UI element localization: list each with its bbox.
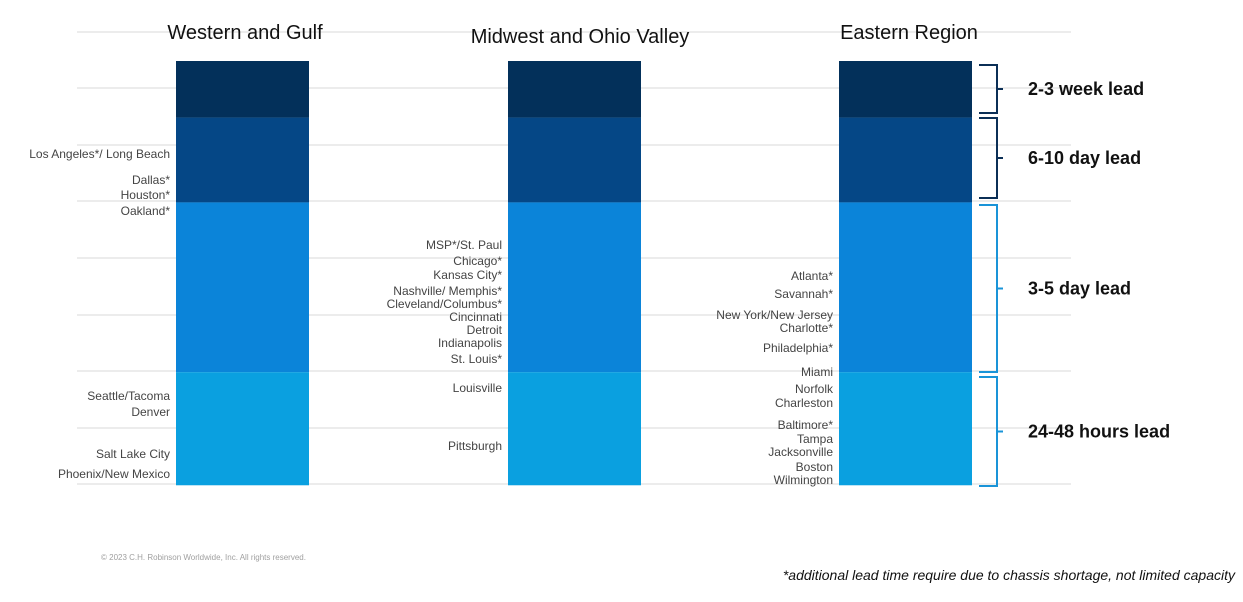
city-label: MSP*/St. Paul: [426, 238, 502, 252]
bar-segment-2-1: [839, 117, 972, 203]
lead-bracket-2: [979, 204, 1003, 373]
lead-label-3: 24-48 hours lead: [1028, 422, 1170, 442]
city-label: Seattle/Tacoma: [87, 389, 170, 403]
bar-segment-2-2: [839, 202, 972, 373]
lead-label-0: 2-3 week lead: [1028, 79, 1144, 99]
city-label: Oakland*: [121, 204, 171, 218]
bar-segment-2-0: [839, 61, 972, 118]
city-label: Denver: [131, 405, 170, 419]
city-label: Charleston: [775, 396, 833, 410]
city-label: Atlanta*: [791, 269, 833, 283]
bar-segment-1-0: [508, 61, 641, 118]
city-label: Houston*: [121, 188, 171, 202]
city-label: Salt Lake City: [96, 447, 170, 461]
city-label: Baltimore*: [778, 418, 834, 432]
bar-segment-0-3: [176, 372, 309, 486]
city-label: Los Angeles*/ Long Beach: [29, 147, 170, 161]
city-label: New York/New Jersey: [716, 308, 833, 322]
lead-label-2: 3-5 day lead: [1028, 279, 1131, 299]
bar-segment-1-3: [508, 372, 641, 486]
city-label: Wilmington: [774, 473, 833, 487]
city-label: Boston: [796, 460, 833, 474]
lead-bracket-3: [979, 376, 1003, 487]
copyright-notice: © 2023 C.H. Robinson Worldwide, Inc. All…: [101, 553, 306, 562]
bar-segment-0-2: [176, 202, 309, 373]
lead-label-1: 6-10 day lead: [1028, 148, 1141, 168]
city-label: Jacksonville: [768, 445, 833, 459]
city-label: Savannah*: [774, 287, 833, 301]
city-label: Miami: [801, 365, 833, 379]
region-title-0: Western and Gulf: [167, 22, 323, 44]
city-label: Louisville: [453, 381, 503, 395]
bar-segment-1-1: [508, 117, 641, 203]
chassis-footnote: *additional lead time require due to cha…: [782, 567, 1235, 583]
city-label: Phoenix/New Mexico: [58, 467, 170, 481]
city-label: Chicago*: [453, 254, 502, 268]
city-label: Detroit: [467, 323, 503, 337]
city-label: Tampa: [797, 432, 833, 446]
city-label: St. Louis*: [451, 352, 503, 366]
city-label: Charlotte*: [780, 321, 834, 335]
city-label: Kansas City*: [433, 268, 502, 282]
city-label: Philadelphia*: [763, 341, 833, 355]
city-label: Pittsburgh: [448, 439, 502, 453]
bar-segment-0-0: [176, 61, 309, 118]
region-title-1: Midwest and Ohio Valley: [471, 26, 690, 48]
city-label: Dallas*: [132, 173, 170, 187]
city-label: Nashville/ Memphis*: [393, 284, 502, 298]
lead-bracket-1: [979, 117, 1003, 199]
bar-segment-0-1: [176, 117, 309, 203]
region-title-2: Eastern Region: [840, 22, 978, 44]
lead-bracket-0: [979, 64, 1003, 114]
bar-segment-2-3: [839, 372, 972, 486]
city-label: Cincinnati: [449, 310, 502, 324]
bar-segment-1-2: [508, 202, 641, 373]
city-label: Cleveland/Columbus*: [387, 297, 503, 311]
city-label: Indianapolis: [438, 336, 502, 350]
city-label: Norfolk: [795, 382, 834, 396]
